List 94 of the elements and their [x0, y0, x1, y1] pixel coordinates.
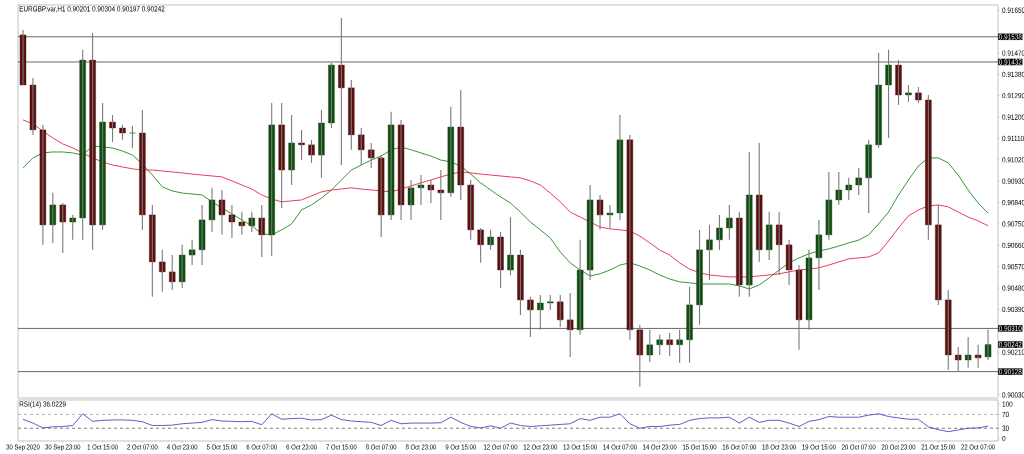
candlestick [477, 227, 484, 264]
candlestick [89, 32, 96, 251]
candlestick [377, 154, 385, 238]
candlestick [288, 114, 295, 186]
candlestick [109, 114, 116, 143]
candlestick [775, 211, 783, 276]
candlestick [616, 114, 624, 221]
candlestick [397, 119, 405, 221]
candlestick [567, 292, 574, 358]
candlestick [218, 189, 226, 236]
candlestick [656, 334, 663, 356]
candlestick [716, 214, 723, 251]
candlestick [368, 142, 375, 169]
candlestick [626, 134, 634, 341]
candlestick [736, 211, 743, 298]
candlestick [417, 174, 425, 206]
candlestick [765, 211, 773, 261]
candlestick [159, 249, 166, 293]
candlestick [119, 124, 126, 141]
candlestick [49, 192, 57, 244]
candlestick [149, 204, 156, 298]
candlestick [636, 324, 644, 388]
candlestick [527, 296, 534, 338]
candlestick [178, 244, 186, 289]
candlestick [935, 204, 942, 306]
candlestick [547, 294, 554, 311]
candlestick [318, 109, 325, 179]
candlestick [427, 179, 435, 204]
candlestick [537, 294, 544, 331]
candlestick [835, 171, 842, 206]
candlestick [895, 59, 902, 106]
candlestick [557, 294, 564, 328]
candlestick [974, 344, 982, 369]
candlestick [746, 151, 753, 298]
candlestick [945, 289, 952, 371]
candlestick [875, 52, 882, 149]
candlestick [328, 62, 335, 129]
candlestick [964, 336, 972, 369]
candlestick [188, 239, 196, 266]
candlestick [407, 179, 415, 221]
candlestick [278, 102, 285, 209]
candlestick [785, 239, 793, 286]
candlestick [29, 77, 37, 136]
candlestick [845, 177, 852, 201]
candlestick [686, 286, 693, 364]
candlestick [19, 29, 27, 86]
candlestick [756, 142, 763, 263]
candlestick [99, 102, 106, 231]
candlestick [437, 169, 445, 221]
candlestick [497, 231, 504, 289]
candlestick [39, 124, 47, 246]
candlestick [517, 249, 524, 316]
candlestick [457, 89, 464, 201]
candlestick [358, 127, 365, 166]
candlestick [59, 202, 66, 254]
candlestick [507, 216, 514, 276]
candlestick [169, 254, 176, 291]
candlestick [885, 49, 892, 139]
candlestick [865, 139, 872, 214]
candlestick [805, 249, 813, 331]
candlestick [984, 329, 992, 361]
candlestick [467, 179, 474, 241]
candlestick [248, 211, 255, 233]
candlestick [387, 111, 395, 221]
candlestick [208, 187, 216, 233]
candlestick [139, 109, 146, 231]
candlestick [726, 204, 733, 241]
candlestick [666, 332, 673, 357]
candlestick [268, 102, 275, 257]
candlestick [586, 184, 594, 281]
candlestick [348, 79, 355, 151]
candlestick [815, 219, 823, 291]
candlestick [258, 204, 265, 258]
candlestick [129, 125, 136, 149]
candlestick [238, 211, 246, 236]
candlestick [855, 167, 862, 196]
candlestick [676, 329, 683, 364]
candlestick [955, 346, 962, 373]
candlestick [79, 49, 86, 241]
candlestick [795, 264, 803, 351]
candlestick [487, 229, 494, 251]
candlestick [308, 139, 315, 164]
candlestick [646, 329, 653, 363]
candlestick [596, 194, 604, 231]
candlestick [447, 106, 454, 198]
candlestick [298, 129, 305, 161]
candlestick [606, 204, 614, 229]
candlestick [198, 204, 206, 266]
candlestick [706, 224, 713, 281]
candlestick [696, 229, 703, 326]
candlestick [925, 94, 932, 241]
candlestick [338, 17, 345, 166]
candlestick [228, 204, 236, 239]
candlestick [69, 214, 76, 241]
